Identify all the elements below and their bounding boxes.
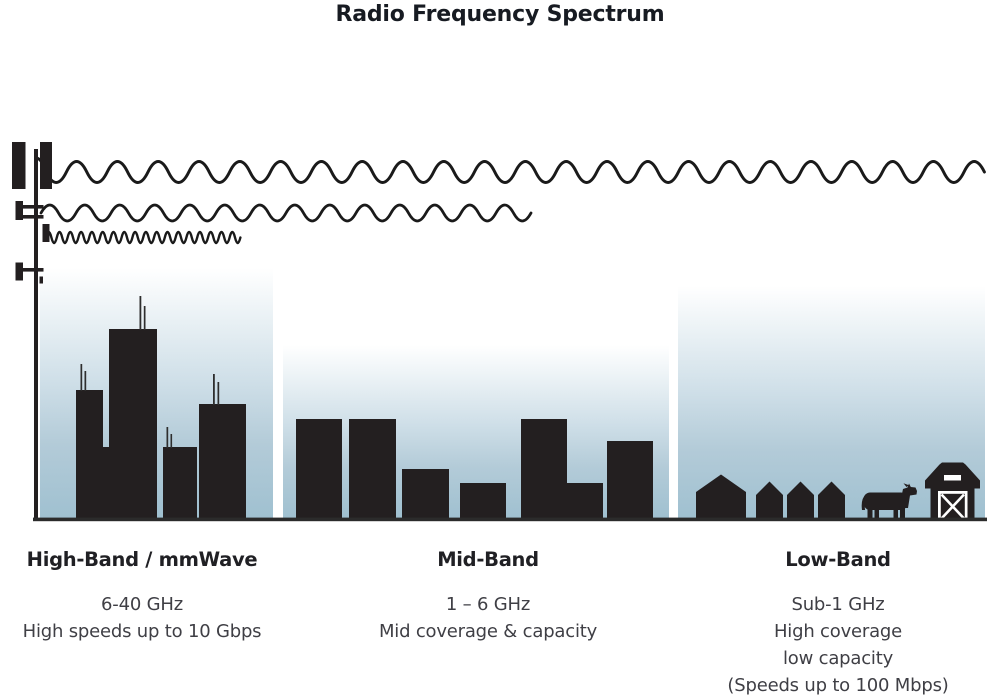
low-band-coverage-note: High coverage bbox=[773, 621, 903, 642]
house-icon bbox=[818, 481, 845, 519]
ground-line bbox=[33, 517, 987, 522]
low-band-countryside bbox=[696, 462, 980, 520]
high-band-description: 6-40 GHz High speeds up to 10 Gbps bbox=[1, 591, 283, 645]
mid-band-frequency-range: 1 – 6 GHz bbox=[445, 594, 531, 615]
house-icon bbox=[787, 481, 814, 519]
house-icon bbox=[756, 481, 783, 519]
building bbox=[607, 441, 653, 520]
building bbox=[567, 483, 603, 520]
barn-loft-vent bbox=[944, 475, 961, 481]
barn-door-crossbuck bbox=[940, 493, 965, 520]
high-band-label: High-Band / mmWave 6-40 GHz High speeds … bbox=[1, 548, 283, 642]
rooftop-antennas bbox=[80, 296, 220, 448]
skyscraper bbox=[109, 329, 157, 520]
building bbox=[521, 419, 567, 520]
page-title: Radio Frequency Spectrum bbox=[335, 2, 665, 27]
tower-antenna-panel bbox=[40, 142, 52, 189]
high-band-city-buildings-icon bbox=[76, 296, 246, 520]
low-frequency-wave-icon bbox=[35, 156, 986, 184]
cell-tower-icon bbox=[12, 142, 52, 520]
skyscraper bbox=[199, 404, 246, 520]
high-band-speed-note: High speeds up to 10 Gbps bbox=[22, 621, 262, 642]
mid-band-city-buildings-icon bbox=[296, 419, 653, 520]
low-band-speed-note: (Speeds up to 100 Mbps) bbox=[727, 675, 949, 696]
low-band-frequency-range: Sub-1 GHz bbox=[791, 594, 885, 615]
mid-band-coverage-note: Mid coverage & capacity bbox=[378, 621, 598, 642]
low-band-label: Low-Band Sub-1 GHz High coverage low cap… bbox=[688, 548, 988, 696]
low-band-description: Sub-1 GHz High coverage low capacity (Sp… bbox=[688, 591, 988, 699]
mid-frequency-wave-icon bbox=[39, 203, 533, 223]
tower-antenna-panel bbox=[12, 142, 26, 189]
low-band-heading: Low-Band bbox=[785, 548, 891, 571]
low-band-capacity-note: low capacity bbox=[782, 648, 894, 669]
building bbox=[349, 419, 396, 520]
skyscraper bbox=[76, 390, 103, 520]
tower-pole bbox=[34, 149, 38, 520]
high-band-frequency-range: 6-40 GHz bbox=[101, 594, 183, 615]
mid-band-description: 1 – 6 GHz Mid coverage & capacity bbox=[348, 591, 628, 645]
skyscraper bbox=[103, 447, 111, 520]
cow-icon bbox=[861, 483, 917, 519]
mid-band-label: Mid-Band 1 – 6 GHz Mid coverage & capaci… bbox=[348, 548, 628, 642]
building bbox=[460, 483, 506, 520]
building bbox=[402, 469, 449, 520]
mid-band-heading: Mid-Band bbox=[437, 548, 539, 571]
high-band-heading: High-Band / mmWave bbox=[26, 548, 258, 571]
radio-waves bbox=[35, 156, 986, 245]
building bbox=[296, 419, 342, 520]
house-icon bbox=[696, 474, 746, 519]
skyscraper bbox=[163, 447, 197, 520]
barn-icon bbox=[925, 462, 980, 520]
high-frequency-wave-icon bbox=[44, 230, 242, 245]
